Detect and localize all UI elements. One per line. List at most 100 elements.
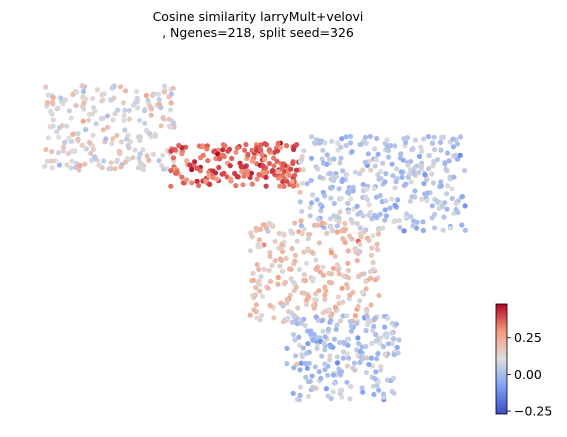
scatter-point [312, 364, 318, 370]
scatter-point [217, 156, 223, 162]
scatter-point [120, 100, 127, 106]
scatter-point [91, 146, 97, 152]
scatter-point [383, 171, 389, 177]
scatter-point [168, 183, 174, 189]
scatter-point [200, 143, 206, 149]
scatter-point [344, 363, 351, 369]
scatter-point [422, 191, 428, 197]
scatter-point [337, 371, 343, 377]
scatter-point [214, 176, 220, 182]
scatter-point [210, 168, 216, 174]
scatter-point [401, 136, 407, 142]
scatter-point [249, 278, 255, 284]
scatter-point [426, 153, 432, 159]
scatter-point [455, 156, 461, 162]
scatter-point [342, 240, 348, 246]
scatter-point [339, 136, 345, 142]
scatter-point [90, 95, 96, 102]
scatter-point [323, 288, 329, 294]
scatter-point [341, 273, 347, 279]
scatter-point [315, 317, 321, 323]
scatter-point [421, 181, 427, 187]
scatter-point [49, 148, 55, 155]
scatter-point [374, 135, 380, 141]
scatter-point [253, 285, 259, 291]
scatter-point [431, 134, 437, 140]
scatter-point [290, 319, 296, 325]
scatter-point [336, 218, 342, 224]
scatter-point [172, 147, 178, 153]
scatter-point [83, 96, 89, 102]
scatter-point [221, 153, 227, 160]
scatter-point [286, 172, 292, 178]
scatter-point [49, 165, 55, 171]
scatter-point [66, 108, 72, 114]
scatter-point [275, 140, 281, 146]
scatter-point [241, 171, 247, 178]
scatter-point [297, 189, 303, 195]
scatter-point [322, 296, 328, 302]
scatter-point [359, 344, 365, 350]
scatter-point [335, 267, 341, 273]
scatter-point [376, 292, 382, 299]
scatter-point [266, 160, 272, 167]
scatter-point [302, 360, 308, 367]
scatter-point [352, 169, 358, 175]
scatter-point [45, 92, 51, 98]
scatter-point [390, 173, 396, 179]
scatter-point [280, 303, 286, 309]
scatter-point [398, 151, 404, 157]
scatter-point [382, 324, 388, 330]
scatter-point [279, 241, 285, 247]
scatter-point [271, 163, 277, 169]
scatter-point [323, 386, 329, 392]
scatter-point [363, 134, 369, 140]
scatter-point [243, 141, 249, 148]
scatter-point [441, 214, 447, 220]
scatter-point [364, 355, 370, 361]
scatter-point [367, 133, 373, 140]
scatter-point [419, 196, 425, 202]
scatter-point [271, 315, 277, 321]
scatter-point [324, 152, 330, 158]
scatter-point [350, 365, 356, 371]
scatter-point [287, 266, 293, 272]
scatter-point [93, 121, 99, 127]
scatter-point [104, 113, 111, 119]
scatter-point [336, 271, 342, 277]
scatter-point [297, 384, 304, 390]
scatter-point [401, 228, 407, 234]
scatter-point [310, 275, 316, 281]
scatter-point [255, 280, 261, 286]
scatter-point [416, 153, 423, 159]
scatter-point [360, 356, 366, 362]
scatter-point [147, 104, 153, 110]
scatter-point [378, 335, 384, 341]
scatter-point [382, 217, 388, 223]
scatter-point [354, 257, 360, 264]
scatter-point [355, 335, 361, 341]
scatter-point [369, 340, 375, 346]
scatter-point [340, 313, 346, 319]
scatter-point [250, 158, 256, 164]
scatter-point [60, 148, 67, 154]
scatter-point [334, 229, 340, 235]
scatter-point [329, 228, 335, 234]
scatter-point [302, 278, 309, 284]
scatter-point [318, 375, 324, 381]
scatter-point [380, 225, 386, 231]
scatter-point [121, 112, 127, 119]
scatter-point [339, 394, 345, 400]
scatter-point [412, 194, 418, 200]
scatter-point [262, 156, 268, 162]
scatter-point [355, 303, 361, 310]
scatter-point [343, 172, 349, 178]
scatter-point [327, 357, 333, 363]
scatter-point [359, 271, 365, 277]
scatter-point [142, 120, 148, 126]
scatter-point [372, 163, 378, 169]
scatter-point [390, 336, 396, 342]
scatter-point [360, 181, 366, 188]
scatter-point [368, 302, 374, 308]
scatter-point [375, 227, 382, 233]
